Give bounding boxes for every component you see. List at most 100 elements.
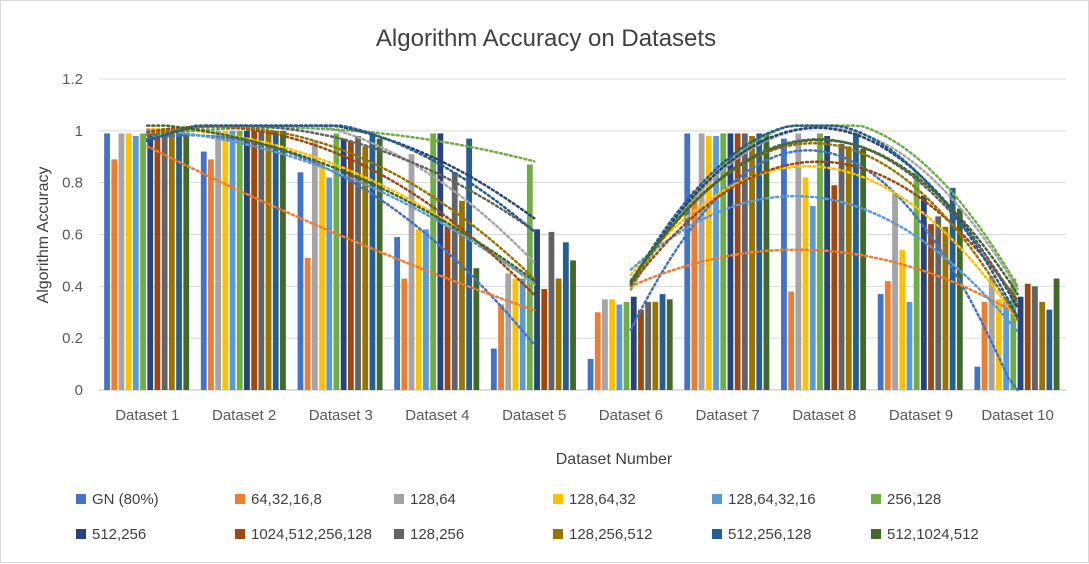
- bar: [140, 133, 146, 391]
- bar: [200, 151, 207, 390]
- bar: [860, 148, 867, 390]
- bar: [236, 130, 243, 390]
- trendline: [629, 248, 1019, 316]
- bar: [756, 133, 763, 391]
- bar: [609, 299, 616, 390]
- bar: [1046, 309, 1053, 390]
- trendline: [146, 126, 536, 163]
- bar: [1053, 278, 1060, 390]
- bar: [949, 187, 956, 390]
- bar: [229, 130, 236, 390]
- bar: [562, 242, 569, 390]
- legend-label: GN (80%): [92, 491, 159, 508]
- bar: [280, 130, 286, 390]
- x-tick-label: Dataset 3: [309, 407, 373, 424]
- trendline: [146, 124, 536, 233]
- bar: [437, 133, 444, 391]
- legend-label: 128,64,32: [569, 491, 636, 508]
- bar: [498, 304, 504, 390]
- bar: [763, 133, 770, 391]
- trendline: [146, 134, 536, 346]
- bar: [838, 143, 845, 390]
- legend-label: 1024,512,256,128: [251, 526, 372, 543]
- bar: [684, 133, 691, 391]
- legend-swatch: [553, 529, 563, 539]
- bar: [845, 146, 852, 390]
- legend-swatch: [712, 529, 722, 539]
- bar: [258, 130, 265, 390]
- bar: [884, 281, 891, 390]
- bar: [340, 138, 347, 390]
- trendline: [629, 124, 1019, 291]
- bar: [147, 133, 154, 391]
- legend-swatch: [76, 529, 86, 539]
- bar: [394, 237, 401, 390]
- legend-label: 512,1024,512: [887, 526, 979, 543]
- y-axis-title: Algorithm Accuracy: [35, 167, 52, 304]
- bar: [154, 133, 161, 391]
- bar: [326, 177, 333, 390]
- bar: [630, 296, 637, 390]
- bar: [1032, 286, 1038, 390]
- bar: [473, 268, 480, 390]
- trendline: [146, 124, 536, 282]
- bar: [956, 208, 963, 390]
- legend-label: 256,128: [887, 491, 941, 508]
- legend-swatch: [712, 494, 722, 504]
- legend-swatch: [553, 494, 563, 504]
- bar: [652, 301, 659, 390]
- bar: [297, 172, 304, 390]
- x-tick-label: Dataset 2: [212, 407, 276, 424]
- bar: [734, 133, 741, 391]
- legend-swatch: [871, 529, 881, 539]
- legend-label: 128,64,32,16: [728, 491, 816, 508]
- bar: [781, 138, 787, 390]
- bar: [1024, 283, 1031, 390]
- bar: [111, 159, 118, 390]
- y-tick-label: 1: [75, 123, 83, 140]
- bar: [444, 226, 451, 390]
- bar: [541, 288, 548, 390]
- bar: [587, 358, 594, 390]
- legend-label: 128,64: [410, 491, 456, 508]
- legend-swatch: [871, 494, 881, 504]
- x-axis-title: Dataset Number: [556, 451, 673, 468]
- bar: [415, 229, 422, 390]
- bar: [512, 278, 519, 390]
- bar: [1017, 296, 1024, 390]
- bar: [705, 136, 712, 390]
- x-tick-label: Dataset 5: [502, 407, 566, 424]
- bar: [118, 133, 125, 391]
- bar: [795, 133, 802, 391]
- bar: [623, 301, 630, 390]
- bar: [376, 138, 383, 390]
- bar: [265, 130, 272, 390]
- bar: [645, 301, 652, 390]
- trendline: [146, 125, 536, 280]
- bar: [691, 190, 698, 390]
- bar: [1039, 301, 1046, 390]
- y-tick-label: 1.2: [62, 71, 83, 88]
- trendline: [629, 124, 1019, 319]
- bar: [741, 133, 748, 391]
- bar: [877, 294, 884, 390]
- bar: [720, 133, 727, 391]
- bar: [548, 231, 555, 390]
- bar: [244, 130, 250, 390]
- bar: [222, 130, 229, 390]
- bar: [616, 304, 623, 390]
- bar: [942, 226, 949, 390]
- legend-label: 64,32,16,8: [251, 491, 322, 508]
- bar: [208, 159, 214, 390]
- y-tick-label: 0: [75, 382, 83, 399]
- bar: [347, 141, 354, 390]
- trendline: [146, 145, 536, 312]
- legend-swatch: [76, 494, 86, 504]
- bar: [602, 299, 608, 390]
- bar: [311, 141, 318, 390]
- bar: [809, 205, 816, 390]
- bar: [666, 299, 673, 390]
- bar: [988, 275, 995, 390]
- bar: [215, 130, 222, 390]
